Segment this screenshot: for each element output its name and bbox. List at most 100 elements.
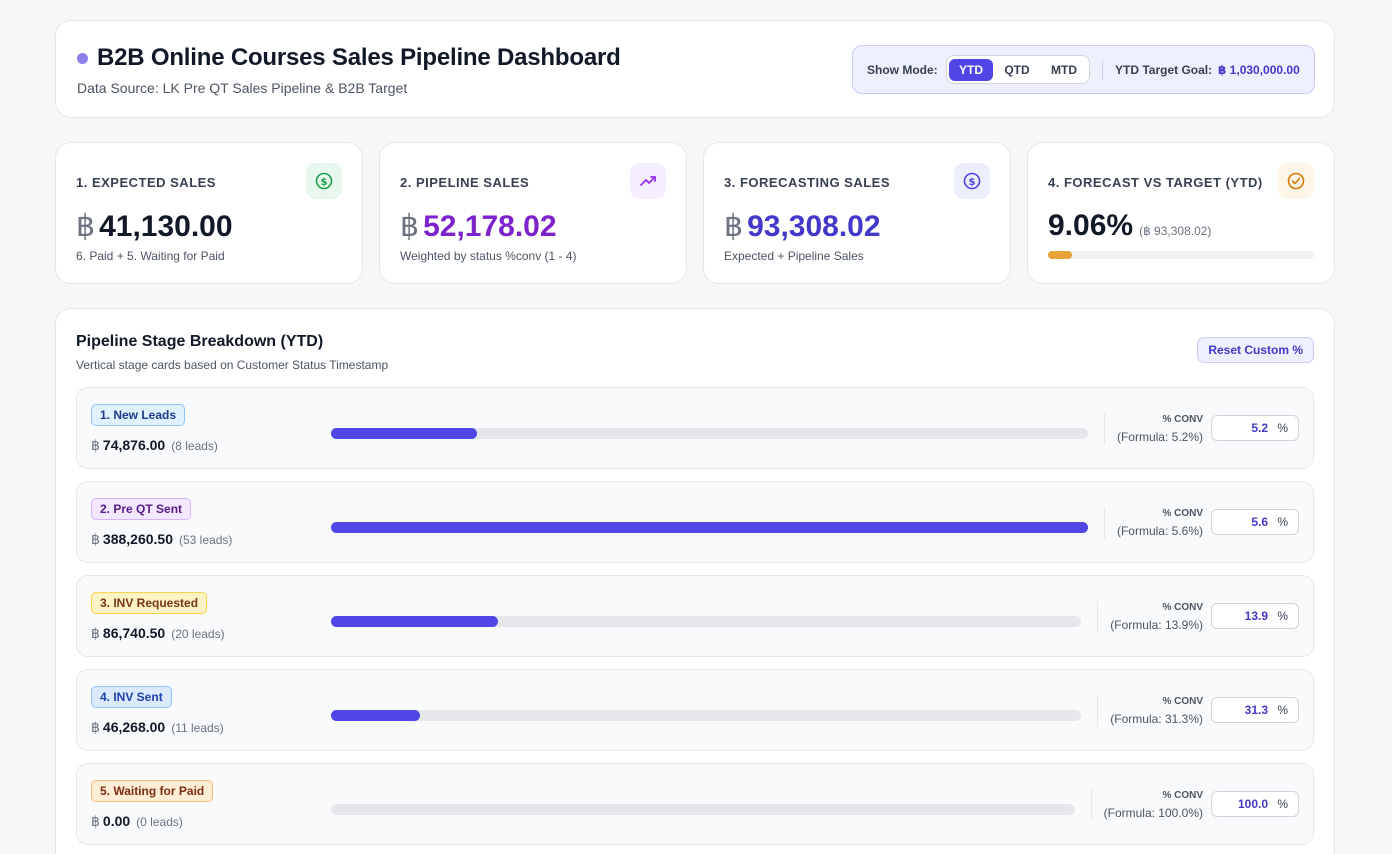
stage-badge: 3. INV Requested — [91, 592, 208, 614]
stage-lead-count: (20 leads) — [171, 627, 225, 641]
stage-card: 5. Waiting for Paid ฿ 0.00 (0 leads) % CONV (… — [76, 763, 1314, 845]
stage-bar-track — [331, 804, 1075, 815]
kpi-card-pipeline-sales: 2. PIPELINE SALES ฿ 52,178.02 Weighted by… — [379, 142, 687, 284]
mode-segmented-control: YTD QTD MTD — [946, 55, 1090, 84]
stage-amount: ฿ 86,740.50 (20 leads) — [91, 625, 225, 641]
stage-card: 4. INV Sent ฿ 46,268.00 (11 leads) % CONV (Fo… — [76, 669, 1314, 751]
stage-bar-fill — [331, 428, 477, 439]
divider — [1104, 507, 1105, 539]
conv-input-box: % — [1211, 509, 1299, 535]
conv-label: % CONV — [1162, 508, 1203, 519]
percent-symbol: % — [1277, 703, 1288, 717]
svg-text:$: $ — [969, 177, 976, 188]
conv-percent-input[interactable] — [1216, 795, 1268, 813]
conv-formula: (Formula: 13.9%) — [1110, 618, 1203, 632]
stage-card: 2. Pre QT Sent ฿ 388,260.50 (53 leads) % CON… — [76, 481, 1314, 563]
kpi-detail: (฿ 93,308.02) — [1139, 224, 1212, 238]
stage-bar-fill — [331, 522, 1088, 533]
dollar-circle-icon: $ — [954, 163, 990, 199]
stage-badge: 4. INV Sent — [91, 686, 172, 708]
mode-ytd-button[interactable]: YTD — [949, 59, 993, 81]
stage-bar-track — [331, 428, 1088, 439]
target-goal-value: ฿ 1,030,000.00 — [1218, 63, 1300, 77]
stage-bar-fill — [331, 710, 420, 721]
conv-input-box: % — [1211, 697, 1299, 723]
conv-formula: (Formula: 5.2%) — [1116, 430, 1203, 444]
stage-lead-count: (0 leads) — [136, 815, 183, 829]
percent-symbol: % — [1277, 421, 1288, 435]
check-circle-icon — [1278, 163, 1314, 199]
conv-formula: (Formula: 5.6%) — [1116, 524, 1203, 538]
kpi-card-forecasting-sales: 3. FORECASTING SALES $ ฿ 93,308.02 Expect… — [703, 142, 1011, 284]
stage-amount: ฿ 388,260.50 (53 leads) — [91, 531, 233, 547]
conv-percent-input[interactable] — [1216, 701, 1268, 719]
stage-card: 1. New Leads ฿ 74,876.00 (8 leads) % CONV (Fo… — [76, 387, 1314, 469]
kpi-value: 9.06% (฿ 93,308.02) — [1048, 209, 1212, 242]
conv-label: % CONV — [1162, 790, 1203, 801]
divider — [1104, 413, 1105, 445]
kpi-value: ฿ 93,308.02 — [724, 210, 881, 243]
kpi-card-expected-sales: 1. EXPECTED SALES $ ฿ 41,130.00 6. Paid +… — [55, 142, 363, 284]
dollar-circle-icon: $ — [306, 163, 342, 199]
kpi-description: 6. Paid + 5. Waiting for Paid — [76, 249, 225, 263]
kpi-description: Weighted by status %conv (1 - 4) — [400, 249, 577, 263]
kpi-label: 2. PIPELINE SALES — [400, 175, 530, 190]
conv-input-box: % — [1211, 791, 1299, 817]
stage-amount: ฿ 0.00 (0 leads) — [91, 813, 183, 829]
kpi-label: 4. FORECAST VS TARGET (YTD) — [1048, 175, 1263, 190]
show-mode-label: Show Mode: — [867, 63, 938, 77]
kpi-description: Expected + Pipeline Sales — [724, 249, 864, 263]
conv-percent-input[interactable] — [1216, 419, 1268, 437]
title-dot-icon — [77, 53, 88, 64]
divider — [1097, 601, 1098, 633]
conv-percent-input[interactable] — [1216, 513, 1268, 531]
target-goal-label: YTD Target Goal: — [1115, 63, 1213, 77]
stage-lead-count: (53 leads) — [179, 533, 233, 547]
reset-custom-percent-button[interactable]: Reset Custom % — [1197, 337, 1314, 363]
kpi-card-forecast-vs-target: 4. FORECAST VS TARGET (YTD) 9.06% (฿ 93,3… — [1027, 142, 1335, 284]
percent-symbol: % — [1277, 797, 1288, 811]
stage-card: 3. INV Requested ฿ 86,740.50 (20 leads) % CO… — [76, 575, 1314, 657]
percent-symbol: % — [1277, 609, 1288, 623]
kpi-value: ฿ 41,130.00 — [76, 210, 233, 243]
page-title: B2B Online Courses Sales Pipeline Dashbo… — [97, 44, 621, 71]
conv-label: % CONV — [1162, 414, 1203, 425]
kpi-label: 1. EXPECTED SALES — [76, 175, 216, 190]
conv-percent-input[interactable] — [1216, 607, 1268, 625]
stage-badge: 5. Waiting for Paid — [91, 780, 214, 802]
conv-formula: (Formula: 100.0%) — [1103, 806, 1203, 820]
stage-badge: 1. New Leads — [91, 404, 186, 426]
stage-bar-track — [331, 616, 1081, 627]
divider — [1102, 61, 1103, 79]
mode-panel: Show Mode: YTD QTD MTD YTD Target Goal: … — [852, 45, 1315, 94]
divider — [1097, 695, 1098, 727]
svg-text:$: $ — [321, 177, 328, 188]
conv-formula: (Formula: 31.3%) — [1110, 712, 1203, 726]
stage-amount: ฿ 74,876.00 (8 leads) — [91, 437, 218, 453]
breakdown-title: Pipeline Stage Breakdown (YTD) — [76, 333, 324, 350]
target-progress-fill — [1048, 251, 1072, 259]
mode-mtd-button[interactable]: MTD — [1051, 63, 1077, 77]
conv-label: % CONV — [1162, 602, 1203, 613]
stage-bar-fill — [331, 616, 498, 627]
trending-up-icon — [630, 163, 666, 199]
stage-amount: ฿ 46,268.00 (11 leads) — [91, 719, 224, 735]
breakdown-subtitle: Vertical stage cards based on Customer S… — [76, 358, 389, 372]
pipeline-breakdown-panel: Pipeline Stage Breakdown (YTD) Vertical … — [55, 308, 1335, 854]
target-progress-bar — [1048, 251, 1314, 259]
stage-lead-count: (8 leads) — [171, 439, 218, 453]
stage-bar-track — [331, 522, 1088, 533]
stage-badge: 2. Pre QT Sent — [91, 498, 192, 520]
conv-input-box: % — [1211, 603, 1299, 629]
conv-label: % CONV — [1162, 696, 1203, 707]
stage-lead-count: (11 leads) — [171, 721, 224, 735]
stage-bar-track — [331, 710, 1081, 721]
divider — [1091, 789, 1092, 821]
dashboard-header: B2B Online Courses Sales Pipeline Dashbo… — [55, 20, 1335, 118]
conv-input-box: % — [1211, 415, 1299, 441]
kpi-label: 3. FORECASTING SALES — [724, 175, 891, 190]
percent-symbol: % — [1277, 515, 1288, 529]
mode-qtd-button[interactable]: QTD — [1004, 63, 1030, 77]
kpi-value: ฿ 52,178.02 — [400, 210, 557, 243]
data-source-subtitle: Data Source: LK Pre QT Sales Pipeline & … — [77, 80, 408, 96]
